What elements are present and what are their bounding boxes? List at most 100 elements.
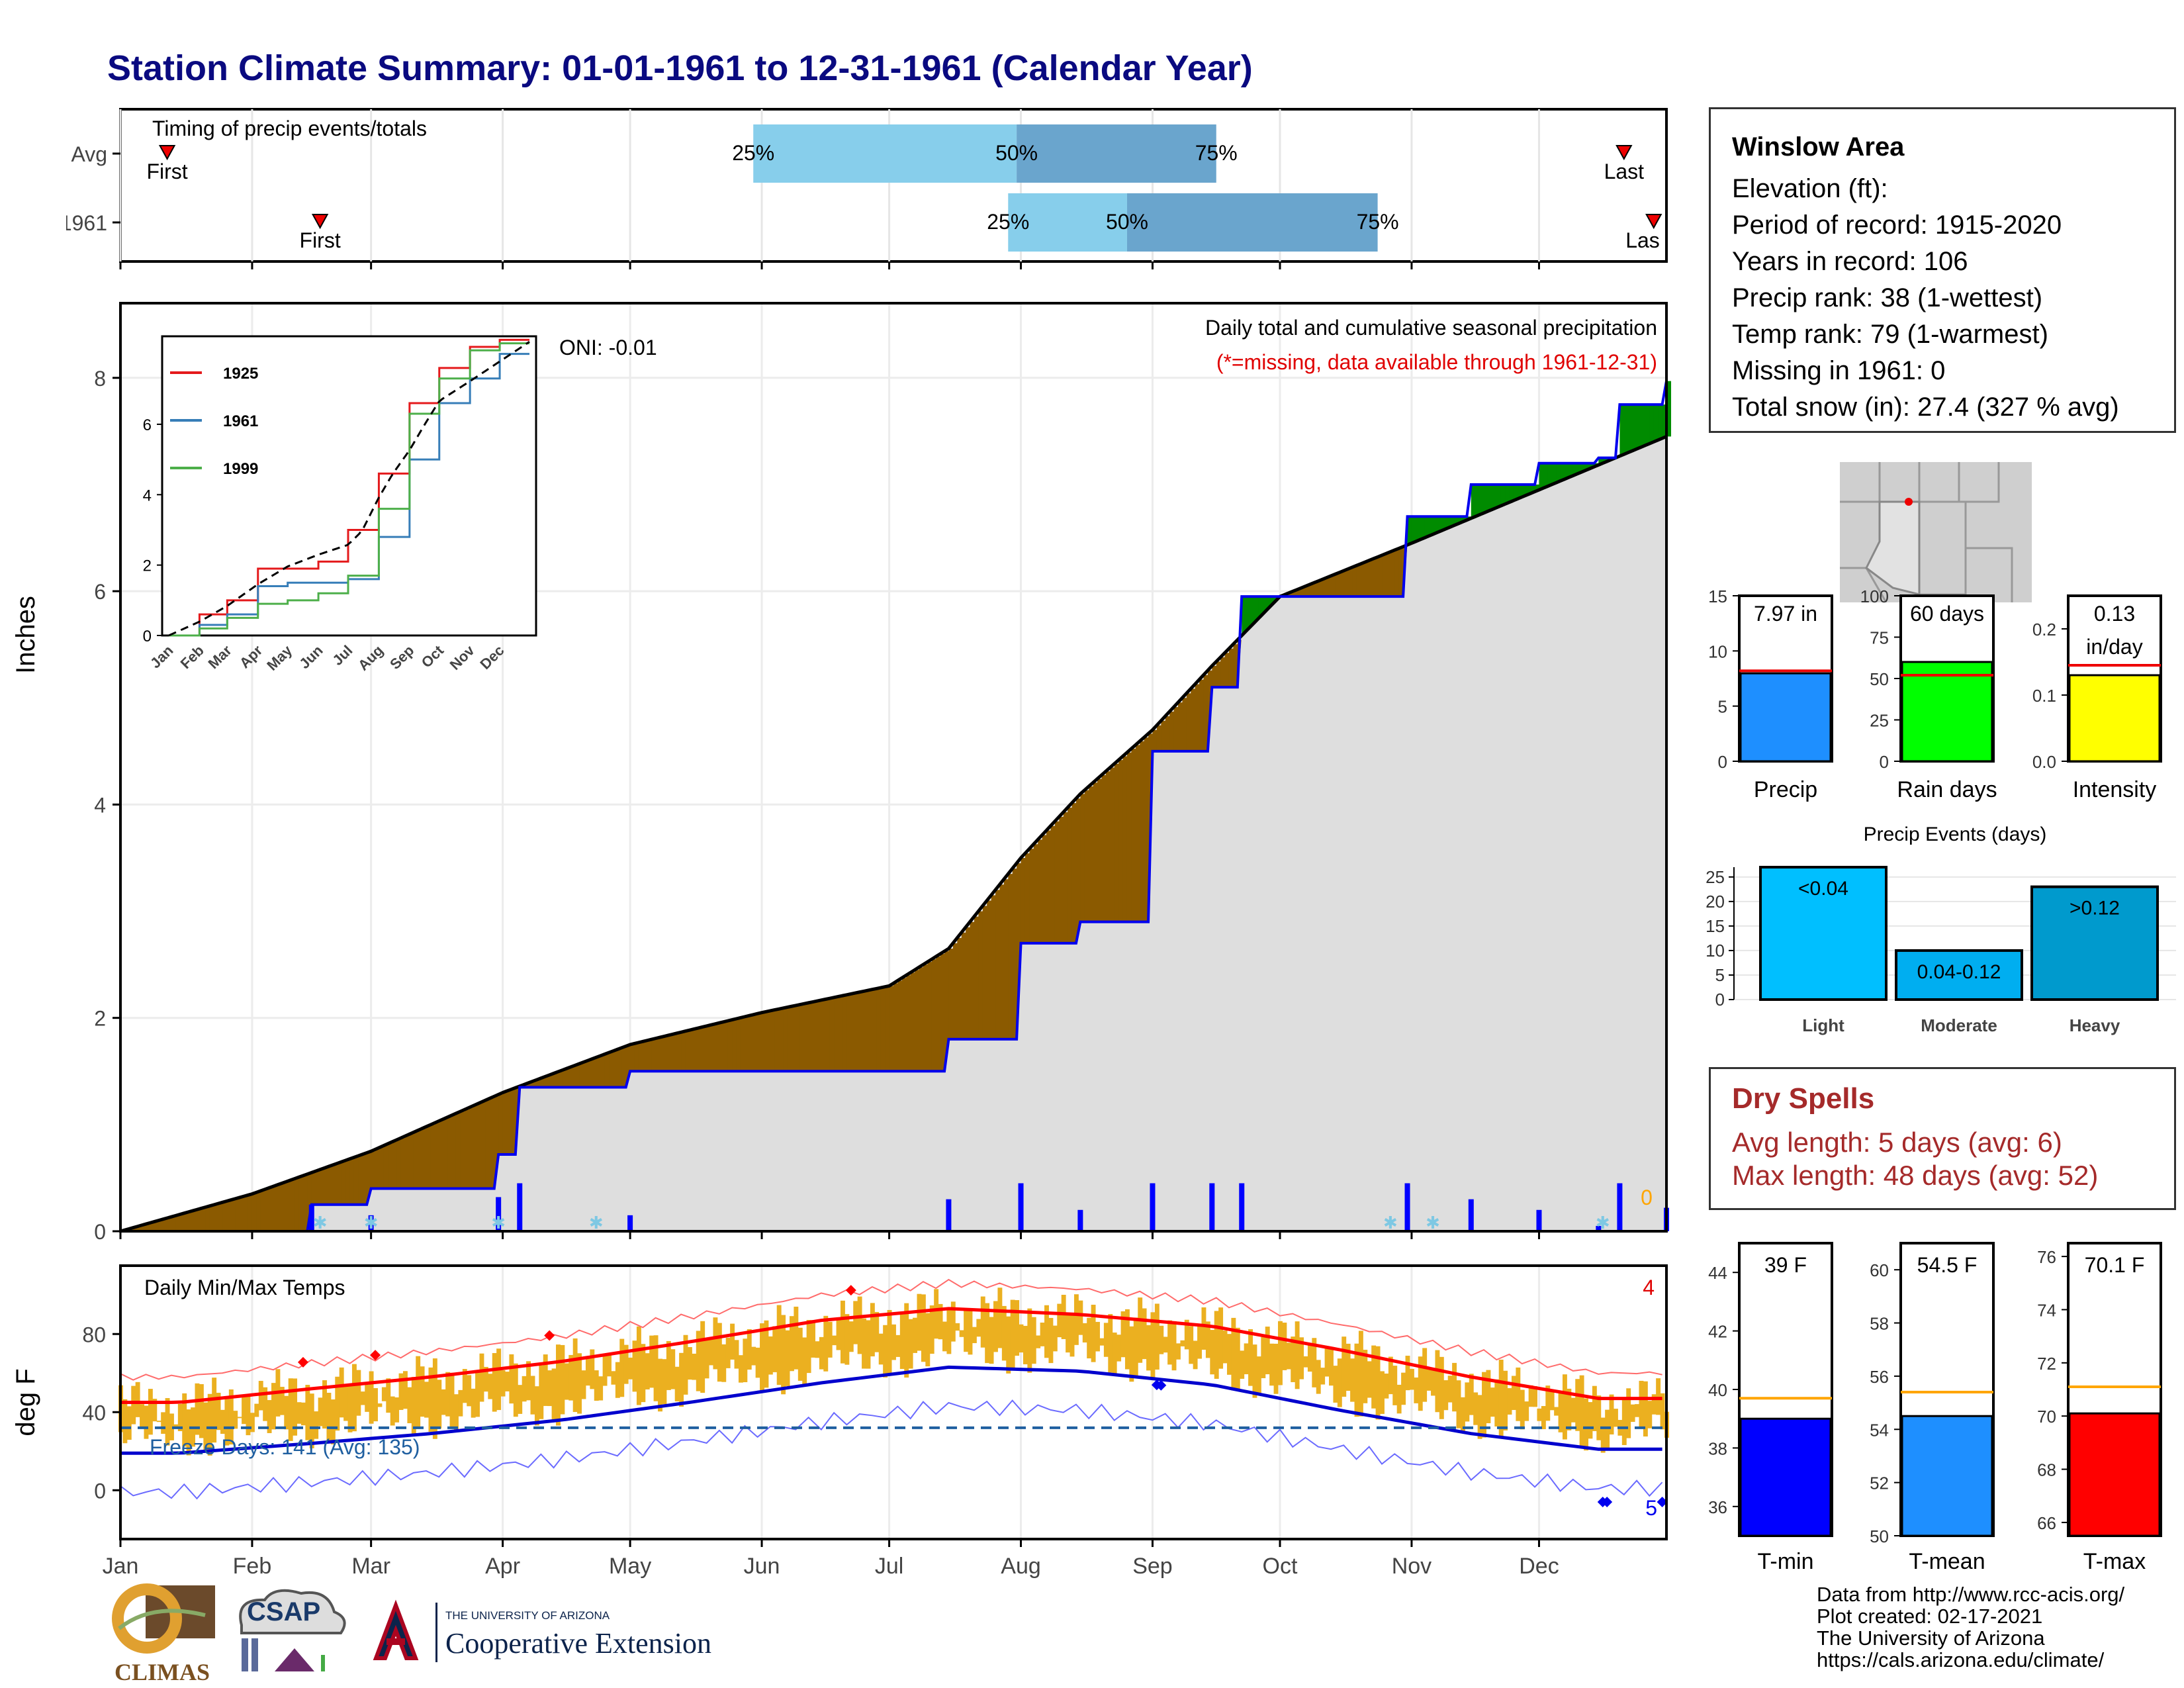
- precip-deficit-fill: [723, 1021, 729, 1072]
- precip-surplus-fill: [1471, 484, 1476, 518]
- precip-deficit-fill: [1080, 794, 1085, 922]
- temp-stat-fill: [1739, 1417, 1832, 1537]
- precip-deficit-fill: [1331, 575, 1336, 597]
- daily-precip-bar: [1018, 1183, 1024, 1231]
- ua-extension-logo: THE UNIVERSITY OF ARIZONA Cooperative Ex…: [363, 1599, 747, 1671]
- daily-temp-bar: [483, 1366, 488, 1392]
- precip-deficit-fill: [163, 1219, 168, 1231]
- events-ytick-label: 5: [1715, 965, 1725, 985]
- snow-marker: ✱: [313, 1213, 328, 1233]
- precip-deficit-fill: [1195, 684, 1200, 751]
- daily-temp-bar: [1210, 1330, 1215, 1375]
- dry-spell-avg: Avg length: 5 days (avg: 6): [1732, 1127, 2062, 1158]
- precip-deficit-fill: [749, 1015, 754, 1072]
- precip-deficit-fill: [957, 937, 962, 1039]
- stat-bar-ytick-label: 0.0: [2032, 752, 2056, 772]
- stat-bar-name: Precip: [1754, 777, 1817, 802]
- precip-deficit-fill: [846, 994, 852, 1072]
- precip-deficit-fill: [1326, 577, 1332, 597]
- daily-temp-bar: [989, 1317, 994, 1364]
- daily-temp-bar: [479, 1353, 484, 1402]
- precip-surplus-fill: [1433, 516, 1438, 535]
- timing-panel-label: Timing of precip events/totals: [152, 117, 427, 140]
- daily-temp-bar: [764, 1320, 769, 1388]
- daily-temp-bar: [760, 1323, 764, 1391]
- precip-surplus-fill: [1488, 484, 1493, 512]
- daily-temp-bar: [950, 1301, 956, 1342]
- daily-temp-bar: [1240, 1350, 1245, 1379]
- precip-deficit-fill: [1101, 774, 1107, 922]
- daily-temp-bar: [369, 1371, 374, 1424]
- daily-temp-bar: [1146, 1325, 1151, 1371]
- daily-temp-bar: [811, 1320, 815, 1358]
- timing-panel: Avg 25% 50% 75% First Last 1961 25% 50% 75% First L…: [66, 108, 1668, 269]
- precip-deficit-fill: [1017, 863, 1022, 1039]
- daily-temp-bar: [1269, 1343, 1275, 1386]
- precip-deficit-fill: [1301, 588, 1306, 597]
- precip-deficit-fill: [885, 986, 890, 1072]
- precip-surplus-fill: [1560, 463, 1565, 481]
- precip-deficit-fill: [273, 1186, 279, 1231]
- dry-spells-box: Dry Spells Avg length: 5 days (avg: 6) M…: [1709, 1067, 2176, 1210]
- daily-temp-bar: [1388, 1356, 1393, 1395]
- daily-temp-bar: [186, 1409, 191, 1456]
- daily-temp-bar: [674, 1366, 680, 1402]
- record-low-marker: [1657, 1496, 1668, 1507]
- daily-temp-bar: [632, 1340, 637, 1392]
- precip-deficit-fill: [179, 1214, 185, 1231]
- temp-stat-ytick-label: 56: [1870, 1367, 1889, 1387]
- daily-temp-bar: [1465, 1382, 1470, 1422]
- precip-surplus-fill: [1411, 516, 1416, 543]
- precip-surplus-fill: [1581, 463, 1586, 473]
- precip-surplus-fill: [1445, 516, 1451, 530]
- precip-deficit-fill: [383, 1145, 388, 1189]
- precip-deficit-fill: [507, 1091, 512, 1154]
- precip-deficit-fill: [154, 1221, 159, 1231]
- daily-temp-bar: [645, 1353, 650, 1389]
- daily-temp-bar: [1167, 1320, 1173, 1365]
- daily-temp-bar: [1282, 1323, 1287, 1370]
- daily-temp-bar: [1545, 1385, 1551, 1421]
- temp-stat-ytick-label: 40: [1708, 1380, 1727, 1400]
- precip-deficit-fill: [923, 964, 928, 1072]
- daily-temp-bar: [322, 1380, 327, 1429]
- daily-temp-bar: [628, 1357, 633, 1380]
- daily-temp-bar: [441, 1389, 446, 1415]
- precip-surplus-fill: [1598, 457, 1604, 465]
- daily-temp-bar: [917, 1293, 922, 1351]
- precip-deficit-fill: [1309, 584, 1314, 597]
- precip-deficit-fill: [821, 1000, 826, 1072]
- precip-surplus-fill: [1500, 484, 1506, 506]
- footer-url: https://cals.arizona.edu/climate/: [1817, 1648, 2105, 1671]
- timing-p50-label: 50%: [995, 141, 1038, 165]
- daily-temp-bar: [895, 1335, 901, 1357]
- daily-temp-bar: [339, 1367, 344, 1418]
- daily-temp-bar: [1252, 1344, 1257, 1398]
- timing-p75-label: 75%: [1195, 141, 1238, 165]
- event-bar-label: 0.04-0.12: [1917, 961, 2001, 983]
- daily-temp-bar: [1073, 1294, 1079, 1345]
- timing-p25-label: 25%: [732, 141, 774, 165]
- daily-temp-bar: [641, 1344, 646, 1403]
- daily-temp-bar: [934, 1289, 939, 1339]
- daily-temp-bar: [794, 1306, 799, 1370]
- precip-panel: ✱ ✱ ✱ ✱ ✱ ✱ ✱ 0 2 4 6 8 Inches Daily total and cumula…: [11, 302, 1672, 1244]
- precip-deficit-fill: [1365, 562, 1370, 597]
- month-label: May: [609, 1554, 651, 1579]
- precip-deficit-fill: [265, 1189, 270, 1231]
- precip-deficit-fill: [1212, 665, 1217, 688]
- precip-events-chart: Precip Events (days) 0 5 10 15 20 25 <0.04 Light…: [1706, 823, 2176, 1035]
- daily-temp-bar: [862, 1318, 866, 1369]
- daily-temp-bar: [195, 1383, 200, 1435]
- precip-deficit-fill: [936, 957, 941, 1072]
- precip-deficit-fill: [804, 1004, 809, 1072]
- daily-temp-bar: [1375, 1346, 1381, 1420]
- daily-temp-bar: [547, 1370, 553, 1407]
- precip-deficit-fill: [825, 999, 831, 1072]
- daily-temp-bar: [1494, 1379, 1500, 1427]
- precip-deficit-fill: [523, 1084, 529, 1088]
- daily-temp-bar: [203, 1402, 208, 1452]
- temp-stat-fill: [2068, 1412, 2161, 1537]
- daily-temp-bar: [488, 1374, 493, 1399]
- precip-surplus-fill: [1479, 484, 1484, 515]
